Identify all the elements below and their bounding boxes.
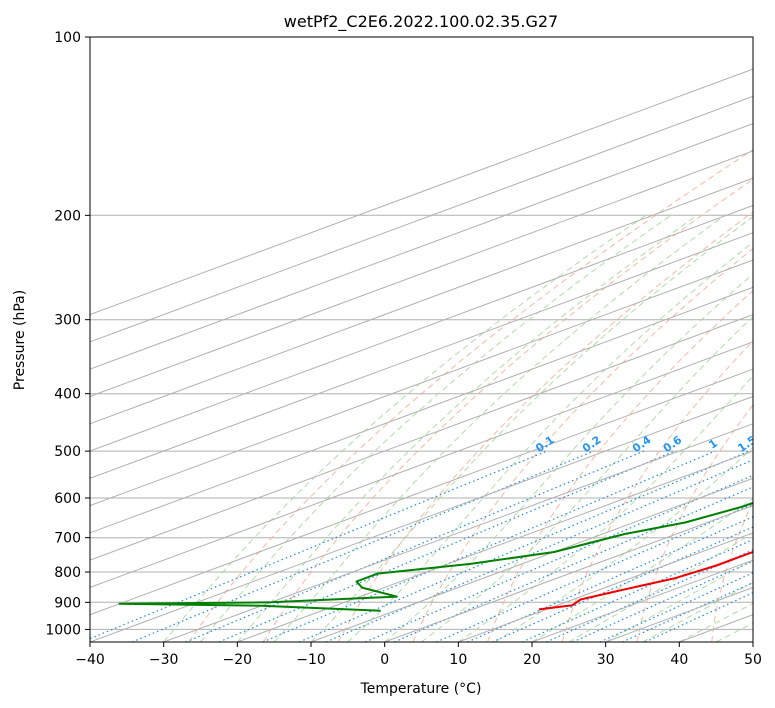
x-tick-label: 20: [523, 652, 541, 668]
dry-adiabat-line: [636, 404, 753, 642]
x-axis: −40 −30 −20 −10 0 10 20 30 40 50: [75, 642, 762, 668]
isotherm-line: [90, 368, 753, 616]
y-axis-title: Pressure (hPa): [12, 290, 28, 390]
profile-series: [118, 501, 753, 612]
mixing-ratio-line: [90, 450, 548, 640]
isotherm-line: [90, 286, 753, 534]
isotherm-line: [90, 259, 753, 507]
x-tick-label: 10: [449, 652, 467, 668]
temperature-profile-line: [538, 550, 753, 611]
dry-adiabat-line: [561, 340, 753, 642]
y-tick-label: 1000: [45, 622, 81, 638]
isotherm-line: [90, 177, 753, 425]
isotherm-line: [90, 123, 753, 370]
moist-adiabat-line: [236, 214, 698, 642]
moist-adiabat-line: [458, 375, 753, 642]
isotherm-line: [163, 423, 753, 642]
moist-adiabat-line: [531, 497, 753, 642]
mixing-ratio-line: [185, 450, 645, 642]
x-tick-label: −20: [223, 652, 253, 668]
plot-area: 0.10.20.40.611.52346810131620253036-100-…: [90, 37, 753, 642]
y-tick-label: 700: [54, 531, 81, 547]
x-tick-label: −40: [75, 652, 105, 668]
x-tick-label: 0: [380, 652, 389, 668]
plot-frame: [89, 36, 754, 643]
x-axis-title: Temperature (°C): [360, 681, 482, 697]
isotherm-line: [90, 314, 753, 561]
isotherm-line: [90, 232, 753, 479]
y-tick-label: 600: [54, 491, 81, 507]
x-tick-label: −30: [149, 652, 179, 668]
moist-adiabat-line: [421, 315, 753, 642]
y-tick-label: 300: [54, 313, 81, 329]
isotherm-line: [90, 150, 753, 397]
y-tick-label: 400: [54, 387, 81, 403]
y-tick-label: 500: [54, 444, 81, 460]
y-tick-label: 800: [54, 565, 81, 581]
isotherms: [90, 68, 753, 642]
moist-adiabat-line: [163, 214, 647, 642]
moist-adiabat-line: [384, 273, 753, 642]
isotherm-line: [458, 532, 753, 642]
x-tick-label: 50: [744, 652, 762, 668]
y-tick-label: 200: [54, 208, 81, 224]
isotherm-line: [90, 95, 753, 343]
isotherm-line: [90, 341, 753, 588]
isotherm-line: [90, 68, 753, 316]
y-tick-label: 100: [54, 30, 81, 46]
x-tick-label: 40: [670, 652, 688, 668]
isotherm-line: [310, 477, 753, 642]
isotherm-line: [90, 204, 753, 452]
mixing-ratio-line: [467, 516, 753, 642]
mixing-ratio-line: [262, 450, 716, 642]
x-tick-label: 30: [597, 652, 615, 668]
dry-adiabat-line: [263, 178, 753, 642]
moist-adiabats: [163, 214, 753, 642]
isotherm-line: [90, 395, 753, 642]
isotherm-line: [237, 450, 753, 642]
isotherm-line: [384, 505, 753, 642]
dry-adiabat-line: [188, 149, 753, 642]
chart-title: wetPf2_C2E6.2022.100.02.35.G27: [284, 12, 558, 32]
moist-adiabat-line: [679, 602, 753, 642]
y-axis: 100 200 300 400 500 600 700 800 900 1000: [45, 30, 90, 638]
x-tick-label: −10: [296, 652, 326, 668]
mixing-ratio-line: [298, 450, 750, 642]
moist-adiabat-line: [310, 215, 753, 642]
y-tick-label: 900: [54, 595, 81, 611]
mixing-ratio-line: [436, 503, 753, 642]
dewpoint-profile-line: [118, 501, 753, 612]
moist-adiabat-line: [494, 446, 753, 642]
mixing-ratio-line: [325, 459, 753, 642]
dry-adiabat-line: [487, 290, 753, 642]
